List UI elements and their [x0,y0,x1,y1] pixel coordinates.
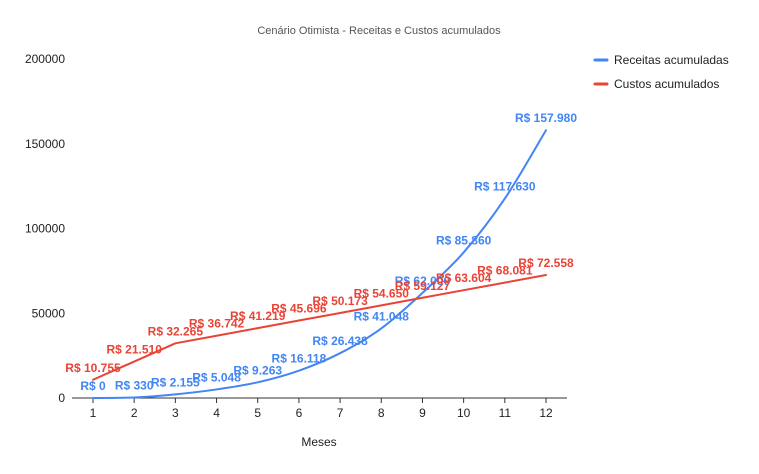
x-tick-label: 2 [131,406,138,420]
data-label-series-1: R$ 62.000 [395,274,451,288]
data-label-series-2: R$ 36.742 [189,317,245,331]
y-axis: 0 50000 100000 150000 200000 [25,52,65,405]
x-tick-label: 6 [296,406,303,420]
data-label-series-1: R$ 5.048 [192,370,241,384]
series-line-1 [92,129,547,399]
x-tick-label: 8 [378,406,385,420]
data-label-series-2: R$ 54.650 [354,286,410,300]
chart-title: Cenário Otimista - Receitas e Custos acu… [257,25,501,37]
x-tick-label: 12 [539,406,553,420]
data-label-series-1: R$ 16.118 [272,352,327,366]
data-label-series-2: R$ 32.265 [148,324,204,338]
y-tick-label: 150000 [25,137,65,151]
x-tick-label: 4 [213,406,220,420]
data-label-series-1: R$ 41.048 [354,309,410,323]
y-tick-label: 0 [58,391,65,405]
data-label-series-2: R$ 45.696 [271,302,327,316]
data-label-series-2: R$ 41.219 [230,309,286,323]
y-tick-label: 200000 [25,52,65,66]
data-label-series-2: R$ 63.604 [436,271,492,285]
x-tick-label: 7 [337,406,344,420]
data-label-series-2: R$ 10.755 [65,361,121,375]
x-axis-label: Meses [301,435,336,449]
x-tick-label: 5 [254,406,261,420]
legend-label: Custos acumulados [614,77,719,91]
data-label-series-1: R$ 85.860 [436,233,492,247]
data-label-series-1: R$ 26.438 [312,334,368,348]
data-label-series-1: R$ 117.630 [474,180,536,194]
x-tick-label: 10 [457,406,471,420]
x-tick-label: 3 [172,406,179,420]
data-label-series-2: R$ 21.510 [106,343,162,357]
y-tick-label: 100000 [25,222,65,236]
data-label-series-2: R$ 59.127 [395,279,451,293]
x-tick-label: 9 [419,406,426,420]
legend: Receitas acumuladas Custos acumulados [593,53,729,91]
series-lines [92,129,547,399]
data-label-series-2: R$ 50.173 [312,294,368,308]
legend-label: Receitas acumuladas [614,53,729,67]
y-tick-label: 50000 [32,306,66,320]
data-label-series-1: R$ 2.155 [151,375,200,389]
x-tick-label: 1 [90,406,97,420]
data-label-series-1: R$ 9.263 [233,363,282,377]
data-label-series-1: R$ 157.980 [515,111,577,125]
x-axis: 1 2 3 4 5 6 7 8 9 10 11 12 [72,397,567,420]
data-label-series-2: R$ 72.558 [518,256,574,270]
x-tick-label: 11 [499,406,512,420]
data-label-series-2: R$ 68.081 [477,264,533,278]
data-label-series-1: R$ 330 [115,378,154,392]
series-line-2 [92,274,547,381]
data-label-series-1: R$ 0 [80,379,106,393]
